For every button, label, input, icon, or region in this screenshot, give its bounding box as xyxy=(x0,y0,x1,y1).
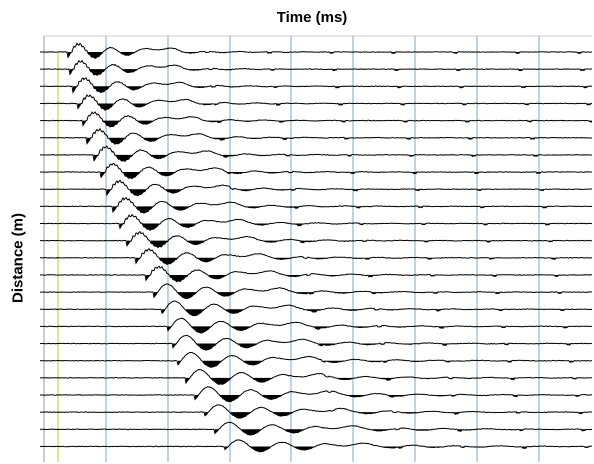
trace-line xyxy=(43,196,593,214)
trace-line xyxy=(43,247,593,265)
trace-line xyxy=(43,94,593,111)
trace-fill xyxy=(68,52,582,59)
trace-fill xyxy=(154,292,562,299)
trace-layer xyxy=(40,42,593,453)
trace-line xyxy=(43,300,593,317)
grid-layer xyxy=(43,35,592,462)
trace-fill xyxy=(225,446,589,452)
trace-fill xyxy=(168,326,568,333)
x-axis-title: Time (ms) xyxy=(276,9,348,26)
trace-line xyxy=(43,351,593,368)
trace-line xyxy=(43,421,593,436)
trace-line xyxy=(43,213,593,232)
trace-fill xyxy=(195,395,580,402)
trace-fill xyxy=(173,343,571,351)
trace-fill xyxy=(205,412,583,419)
trace-fill xyxy=(178,360,574,368)
trace-fill xyxy=(162,309,565,316)
trace-line xyxy=(43,59,593,76)
trace-line xyxy=(43,386,593,403)
trace-fill xyxy=(83,120,592,127)
trace-line xyxy=(43,439,593,453)
trace-line xyxy=(43,145,593,163)
trace-fill xyxy=(73,86,588,93)
trace-line xyxy=(43,369,593,385)
trace-fill xyxy=(78,103,591,111)
trace-fill xyxy=(70,69,585,76)
trace-line xyxy=(43,283,593,300)
trace-line xyxy=(43,162,593,180)
trace-line xyxy=(43,317,593,334)
trace-line xyxy=(43,77,593,94)
trace-fill xyxy=(186,377,577,385)
trace-line xyxy=(43,111,593,128)
trace-line xyxy=(43,127,593,145)
trace-line xyxy=(43,231,593,249)
trace-line xyxy=(43,179,593,197)
trace-line xyxy=(43,404,593,419)
trace-line xyxy=(43,265,593,283)
trace-fill xyxy=(215,429,586,436)
trace-line xyxy=(43,334,593,351)
trace-line xyxy=(43,42,593,59)
